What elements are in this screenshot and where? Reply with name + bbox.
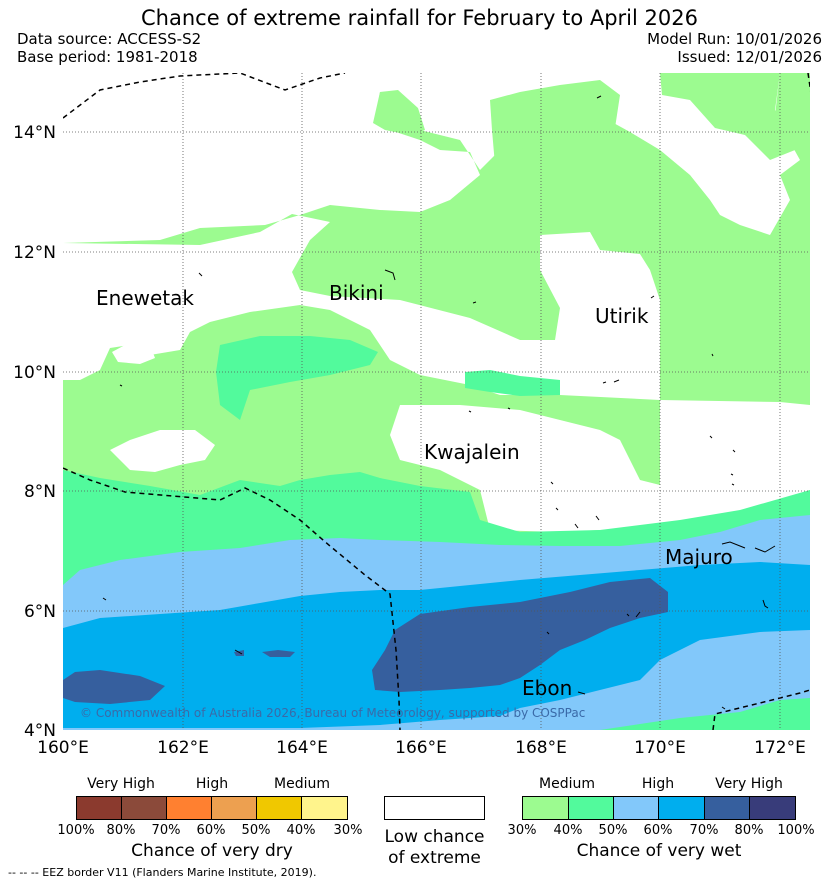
- dry-tick-60: 60%: [196, 823, 226, 838]
- place-bikini: Bikini: [329, 281, 384, 305]
- dry-swatch-4: [211, 796, 257, 820]
- dry-swatch-6: [301, 796, 348, 820]
- low-chance-swatch: [384, 796, 485, 820]
- data-source: Data source: ACCESS-S2: [17, 30, 202, 48]
- wet-tick-70: 70%: [689, 823, 719, 838]
- wet-swatch-4: [658, 796, 705, 820]
- wet-legend-title: Chance of very wet: [576, 841, 742, 861]
- lon-label-164e: 164°E: [276, 738, 328, 758]
- dry-tick-40: 40%: [286, 823, 316, 838]
- lon-label-168e: 168°E: [515, 738, 567, 758]
- wet-tick-100: 100%: [777, 823, 815, 838]
- wet-tick-50: 50%: [598, 823, 628, 838]
- low-chance-line1: Low chance: [384, 827, 485, 847]
- chart-title: Chance of extreme rainfall for February …: [141, 6, 698, 30]
- lat-label-8n: 8°N: [24, 482, 56, 502]
- dry-swatch-5: [256, 796, 302, 820]
- lon-label-172e: 172°E: [754, 738, 806, 758]
- place-enewetak: Enewetak: [96, 286, 194, 310]
- wet-tick-40: 40%: [553, 823, 583, 838]
- wet-tick-30: 30%: [507, 823, 537, 838]
- wet-swatch-5: [704, 796, 750, 820]
- low-chance-line2: of extreme: [388, 848, 481, 868]
- dry-tick-30: 30%: [333, 823, 363, 838]
- lon-label-170e: 170°E: [634, 738, 686, 758]
- wet-cat-very-high: Very High: [715, 776, 783, 792]
- dry-cat-high: High: [195, 776, 229, 792]
- lat-label-12n: 12°N: [13, 243, 56, 263]
- dry-legend-title: Chance of very dry: [131, 841, 293, 861]
- wet-swatch-1: [522, 796, 569, 820]
- dry-tick-100: 100%: [57, 823, 95, 838]
- dry-swatch-2: [121, 796, 167, 820]
- dry-cat-medium: Medium: [274, 776, 330, 792]
- model-run: Model Run: 10/01/2026: [647, 30, 822, 48]
- lon-label-160e: 160°E: [37, 738, 89, 758]
- place-ebon: Ebon: [522, 676, 572, 700]
- dry-tick-50: 50%: [241, 823, 271, 838]
- dry-tick-70: 70%: [151, 823, 181, 838]
- lon-label-162e: 162°E: [157, 738, 209, 758]
- lat-label-14n: 14°N: [13, 123, 56, 143]
- issued-date: Issued: 12/01/2026: [677, 48, 822, 66]
- wet-swatch-3: [613, 796, 659, 820]
- eez-border-note: -- -- -- EEZ border V11 (Flanders Marine…: [8, 866, 317, 879]
- dry-swatch-1: [76, 796, 122, 820]
- place-kwajalein: Kwajalein: [424, 440, 520, 464]
- lat-label-10n: 10°N: [13, 363, 56, 383]
- copyright-note: © Commonwealth of Australia 2026, Bureau…: [80, 706, 585, 720]
- dry-cat-very-high: Very High: [87, 776, 155, 792]
- lon-label-166e: 166°E: [395, 738, 447, 758]
- place-utirik: Utirik: [595, 304, 649, 328]
- lat-label-6n: 6°N: [24, 602, 56, 622]
- wet-veryhigh-dark-region: [372, 578, 668, 692]
- base-period: Base period: 1981-2018: [17, 48, 198, 66]
- dry-swatch-3: [166, 796, 212, 820]
- wet-swatch-6: [749, 796, 796, 820]
- wet-tick-80: 80%: [734, 823, 764, 838]
- lat-label-4n: 4°N: [24, 721, 56, 741]
- place-majuro: Majuro: [665, 545, 733, 569]
- wet-cat-high: High: [641, 776, 675, 792]
- dry-tick-80: 80%: [106, 823, 136, 838]
- wet-tick-60: 60%: [643, 823, 673, 838]
- wet-cat-medium: Medium: [539, 776, 595, 792]
- wet-swatch-2: [568, 796, 614, 820]
